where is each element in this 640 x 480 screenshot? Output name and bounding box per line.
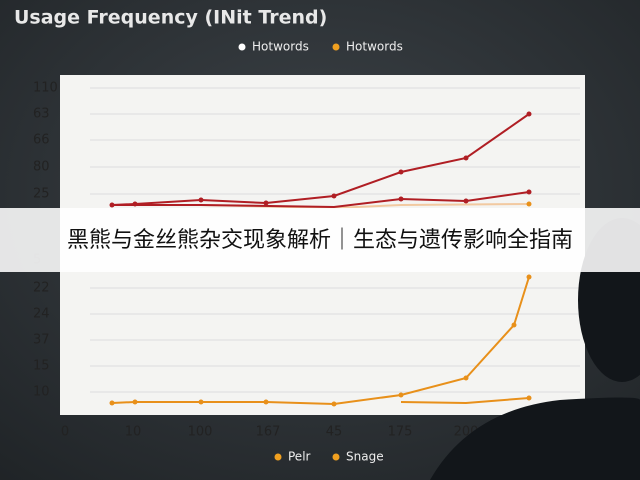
axis-labels: 110636680255222437151001010016745175200 <box>33 81 478 440</box>
points <box>109 201 532 407</box>
axis-label: 167 <box>256 425 281 440</box>
axis-label: 110 <box>33 81 58 96</box>
axis-label: 80 <box>33 160 50 175</box>
legend-dot <box>332 453 340 461</box>
points <box>109 111 532 208</box>
axis-label: 175 <box>388 425 413 440</box>
axis-label: 100 <box>188 425 213 440</box>
legend-label: Pelr <box>288 450 311 464</box>
axis-label: 25 <box>33 187 50 202</box>
legend-dot <box>238 43 246 51</box>
axis-label: 0 <box>61 425 69 440</box>
axis-label: 45 <box>326 425 343 440</box>
axis-label: 66 <box>33 133 50 148</box>
legend-label: Hotwords <box>252 40 309 54</box>
legend-dot <box>274 453 282 461</box>
legend-label: Snage <box>346 450 384 464</box>
axis-label: 22 <box>33 281 50 296</box>
title: Usage Frequency (INit Trend) <box>14 7 327 29</box>
axis-label: 10 <box>125 425 142 440</box>
axis-label: 24 <box>33 307 50 322</box>
legend-dot <box>332 43 340 51</box>
banner <box>0 208 640 272</box>
legend-label: Hotwords <box>346 40 403 54</box>
grid <box>90 87 580 393</box>
axis-label: 37 <box>33 333 50 348</box>
axis-label: 63 <box>33 107 50 122</box>
banner-text: 黑熊与金丝熊杂交现象解析｜生态与遗传影响全指南 <box>67 228 573 253</box>
axis-label: 10 <box>33 385 50 400</box>
axis-label: 15 <box>33 359 50 374</box>
